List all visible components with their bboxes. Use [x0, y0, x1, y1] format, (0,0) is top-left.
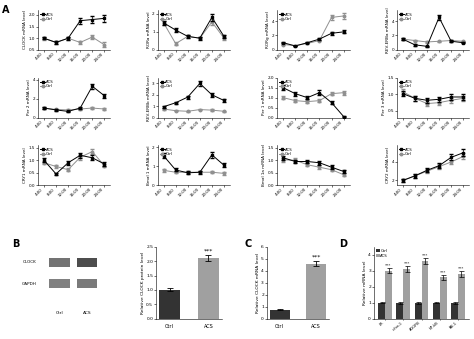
Y-axis label: RORg mRNA level: RORg mRNA level [266, 12, 270, 48]
Bar [396, 303, 403, 319]
Text: ACS: ACS [83, 311, 91, 315]
Text: ***: *** [458, 266, 465, 271]
Text: D: D [339, 239, 347, 249]
Bar [433, 303, 440, 319]
Legend: ACS, Ctrl: ACS, Ctrl [399, 80, 413, 89]
Legend: ACS, Ctrl: ACS, Ctrl [399, 12, 413, 21]
Text: Ctrl: Ctrl [55, 311, 63, 315]
Y-axis label: CRY2 mRNA level: CRY2 mRNA level [386, 147, 390, 183]
Y-axis label: Relative mRNA level: Relative mRNA level [363, 260, 367, 305]
Y-axis label: REV-ERBa mRNA level: REV-ERBa mRNA level [386, 7, 390, 53]
Y-axis label: Per 2 mRNA level: Per 2 mRNA level [27, 80, 31, 116]
Bar [378, 303, 385, 319]
Y-axis label: CLOCK mRNA level: CLOCK mRNA level [23, 11, 27, 49]
Bar [77, 258, 98, 267]
Y-axis label: REV-ERBb mRNA level: REV-ERBb mRNA level [147, 75, 151, 121]
Bar [159, 290, 180, 319]
Text: ***: *** [385, 264, 392, 268]
Bar [415, 303, 421, 319]
Text: A: A [2, 5, 10, 15]
Y-axis label: RORa mRNA level: RORa mRNA level [147, 12, 151, 48]
Bar [77, 279, 98, 288]
Legend: ACS, Ctrl: ACS, Ctrl [40, 80, 54, 89]
Bar [421, 261, 428, 319]
Legend: Ctrl, ACS: Ctrl, ACS [376, 249, 389, 258]
Legend: ACS, Ctrl: ACS, Ctrl [399, 147, 413, 157]
Y-axis label: Bmal 1a mRNA level: Bmal 1a mRNA level [263, 144, 266, 186]
Bar [49, 279, 70, 288]
Bar [49, 258, 70, 267]
Bar [306, 264, 326, 319]
Text: GAPDH: GAPDH [22, 282, 36, 286]
Bar [270, 310, 290, 319]
Bar [403, 269, 410, 319]
Text: ***: *** [440, 270, 447, 274]
Legend: ACS, Ctrl: ACS, Ctrl [279, 80, 293, 89]
Legend: ACS, Ctrl: ACS, Ctrl [40, 12, 54, 21]
Y-axis label: Relative CLOCK protein level: Relative CLOCK protein level [141, 252, 145, 314]
Legend: ACS, Ctrl: ACS, Ctrl [279, 12, 293, 21]
Legend: ACS, Ctrl: ACS, Ctrl [40, 147, 54, 157]
Y-axis label: Relative CLOCK mRNA level: Relative CLOCK mRNA level [255, 253, 260, 313]
Text: ***: *** [403, 262, 410, 266]
Legend: ACS, Ctrl: ACS, Ctrl [159, 80, 173, 89]
Legend: ACS, Ctrl: ACS, Ctrl [279, 147, 293, 157]
Bar [440, 277, 447, 319]
Bar [458, 274, 465, 319]
Y-axis label: Per 3 mRNA level: Per 3 mRNA level [382, 80, 386, 116]
Bar [198, 258, 219, 319]
Text: ***: *** [204, 249, 213, 254]
Text: CLOCK: CLOCK [23, 260, 36, 264]
Y-axis label: CRY1 mRNA level: CRY1 mRNA level [23, 147, 27, 183]
Y-axis label: Bmal 1 mRNA level: Bmal 1 mRNA level [147, 145, 151, 185]
Legend: ACS, Ctrl: ACS, Ctrl [159, 12, 173, 21]
Bar [385, 271, 392, 319]
Text: B: B [12, 239, 19, 249]
Text: ***: *** [422, 253, 428, 257]
Bar [451, 303, 458, 319]
Text: C: C [244, 239, 251, 249]
Y-axis label: Per 1 mRNA level: Per 1 mRNA level [263, 80, 266, 115]
Text: ***: *** [311, 255, 321, 260]
Legend: ACS, Ctrl: ACS, Ctrl [159, 147, 173, 157]
